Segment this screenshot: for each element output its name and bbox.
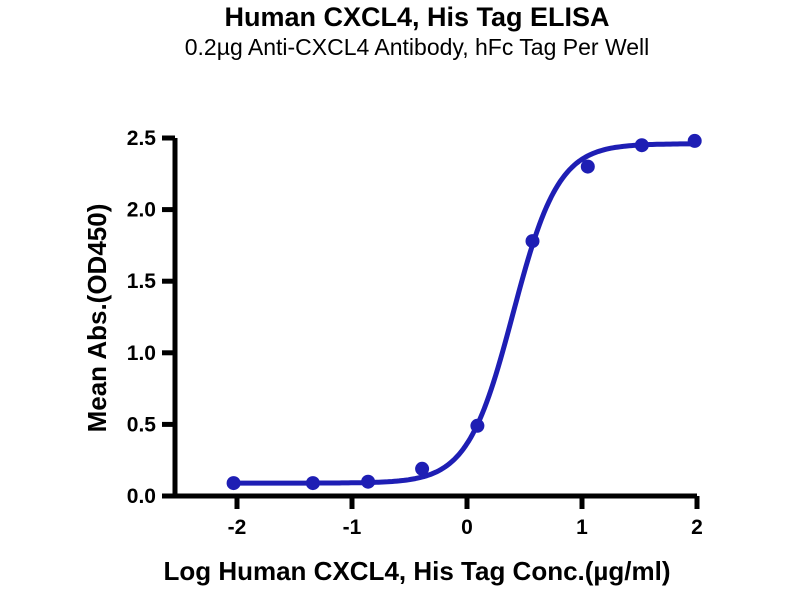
data-points [226,133,702,491]
page-title: Human CXCL4, His Tag ELISA [224,2,610,32]
y-tick-label: 1.5 [127,270,157,293]
x-axis-ticks [234,496,700,509]
x-tick-label: -1 [343,516,362,539]
axis-frame [172,138,697,499]
data-point [470,418,485,433]
data-point [361,474,376,489]
y-tick-label: 0.0 [127,485,156,508]
fit-curve [231,141,697,486]
data-point [634,138,649,153]
x-tick-label: 1 [576,516,588,539]
y-tick-label: 1.0 [127,342,156,365]
data-point [525,234,540,249]
x-axis-tick-labels: -2 -1 0 1 2 [228,516,703,539]
y-axis-label: Mean Abs.(OD450) [82,203,112,433]
y-tick-label: 2.5 [127,127,157,150]
y-tick-label: 0.5 [127,413,157,436]
data-point [687,133,702,148]
y-axis-tick-labels: 0.0 0.5 1.0 1.5 2.0 2.5 [127,127,157,508]
y-axis-ticks [162,135,175,499]
x-tick-label: 2 [691,516,703,539]
x-tick-label: 0 [461,516,473,539]
x-axis-label: Log Human CXCL4, His Tag Conc.(µg/ml) [163,556,671,586]
page-subtitle: 0.2µg Anti-CXCL4 Antibody, hFc Tag Per W… [184,34,650,60]
data-point [580,159,595,174]
data-point [226,476,241,491]
data-point [305,476,320,491]
data-point [415,461,430,476]
y-tick-label: 2.0 [127,199,156,222]
x-tick-label: -2 [228,516,247,539]
